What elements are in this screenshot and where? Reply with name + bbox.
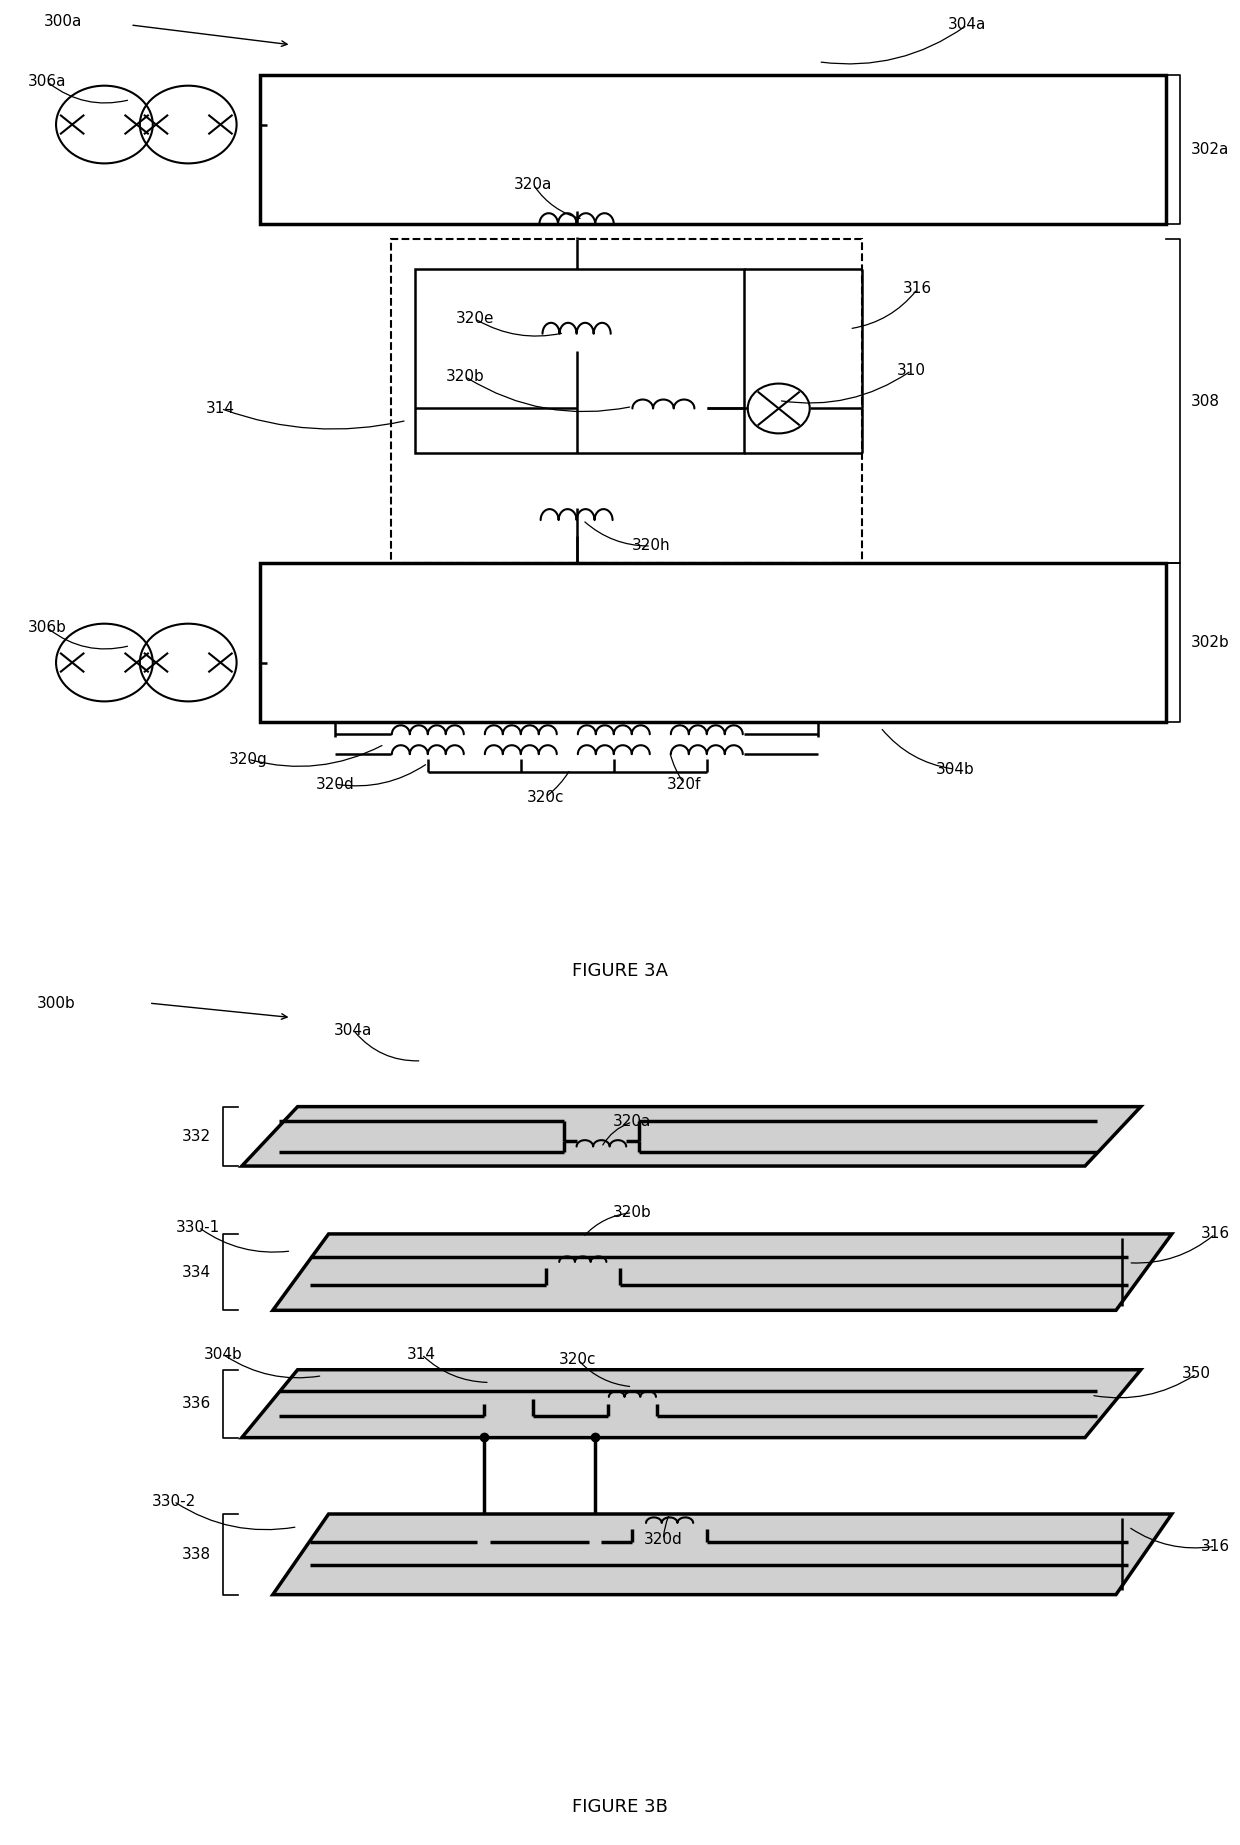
Text: 330-2: 330-2	[151, 1494, 196, 1509]
Text: 332: 332	[182, 1129, 211, 1144]
Text: 308: 308	[1190, 393, 1219, 408]
Bar	[260, 76, 1166, 225]
Polygon shape	[273, 1234, 1172, 1310]
Text: 320a: 320a	[515, 177, 552, 192]
Text: 320f: 320f	[667, 777, 702, 792]
Text: 304b: 304b	[935, 762, 975, 777]
Text: 320g: 320g	[228, 751, 268, 768]
Text: 306a: 306a	[27, 74, 67, 89]
Text: 320d: 320d	[644, 1531, 683, 1546]
Text: 314: 314	[407, 1347, 436, 1362]
Text: 320h: 320h	[631, 539, 671, 554]
Bar	[415, 269, 744, 454]
Bar	[260, 563, 1166, 721]
Text: 320c: 320c	[527, 790, 564, 804]
Text: FIGURE 3A: FIGURE 3A	[572, 963, 668, 980]
Text: 320d: 320d	[315, 777, 355, 792]
Text: 302a: 302a	[1190, 142, 1229, 157]
Text: 330-1: 330-1	[176, 1220, 221, 1234]
Text: 320a: 320a	[614, 1114, 651, 1129]
Text: 338: 338	[182, 1546, 211, 1563]
Text: 320e: 320e	[455, 312, 495, 327]
Text: 316: 316	[903, 282, 932, 297]
Text: 304a: 304a	[335, 1022, 372, 1037]
Text: 310: 310	[897, 363, 926, 378]
Text: 336: 336	[181, 1397, 211, 1411]
Text: 304a: 304a	[949, 17, 986, 33]
Text: 320c: 320c	[559, 1352, 596, 1367]
Text: 350: 350	[1182, 1367, 1211, 1382]
Text: FIGURE 3B: FIGURE 3B	[572, 1797, 668, 1815]
Text: 300a: 300a	[43, 15, 82, 30]
Text: 306b: 306b	[27, 620, 67, 635]
Polygon shape	[273, 1515, 1172, 1594]
Text: 314: 314	[206, 400, 236, 415]
Text: 320b: 320b	[613, 1205, 652, 1220]
Text: 334: 334	[182, 1264, 211, 1280]
Text: 316: 316	[1200, 1539, 1230, 1553]
Text: 304b: 304b	[203, 1347, 243, 1362]
Text: 302b: 302b	[1190, 635, 1229, 649]
Text: 320b: 320b	[445, 369, 485, 384]
Polygon shape	[242, 1369, 1141, 1437]
Text: 300b: 300b	[37, 996, 76, 1011]
Bar	[391, 240, 862, 563]
Polygon shape	[242, 1107, 1141, 1166]
Text: 316: 316	[1200, 1227, 1230, 1242]
